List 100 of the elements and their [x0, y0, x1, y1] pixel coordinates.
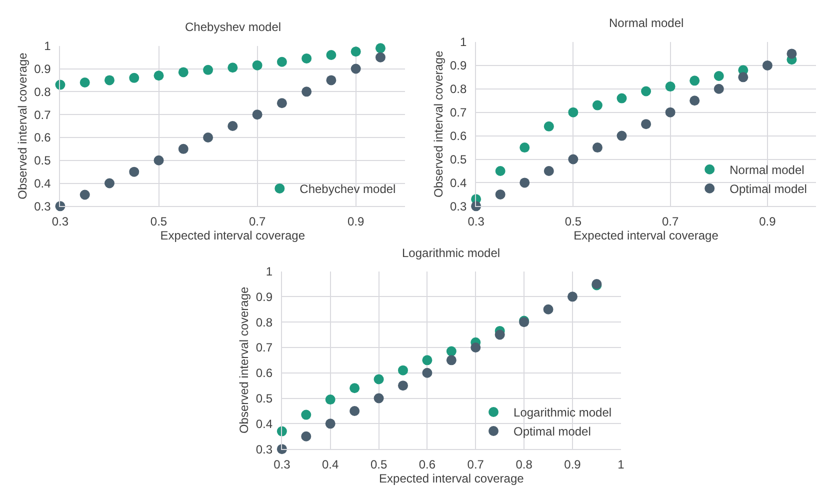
y-axis-title: Observed interval coverage: [237, 286, 252, 434]
point: [641, 119, 652, 130]
chart-title: Logarithmic model: [402, 246, 500, 260]
point: [203, 132, 214, 142]
point: [129, 166, 140, 177]
point: [276, 56, 287, 67]
y-tick-label: 1: [44, 39, 52, 54]
legend-label: Optimal model: [730, 182, 807, 196]
point: [568, 107, 578, 118]
x-axis-title: Expected interval coverage: [160, 228, 306, 243]
y-tick-label: 0.3: [34, 199, 52, 214]
point: [520, 178, 530, 188]
x-tick-label: 0.7: [662, 214, 679, 229]
x-tick-label: 0.9: [564, 457, 582, 472]
x-tick-label: 0.5: [564, 214, 582, 229]
point: [350, 64, 361, 74]
y-tick-label: 0.9: [34, 62, 52, 76]
y-tick-label: 0.5: [256, 391, 273, 406]
x-tick-label: 0.7: [467, 457, 484, 472]
y-tick-label: 0.9: [450, 58, 467, 73]
x-tick-label: 1: [618, 457, 625, 472]
point: [154, 70, 164, 81]
point: [80, 78, 90, 88]
point: [665, 82, 676, 92]
point: [762, 60, 772, 70]
point: [567, 292, 578, 302]
y-tick-label: 0.7: [34, 108, 52, 122]
point: [690, 76, 700, 86]
point: [203, 64, 214, 75]
point: [398, 380, 408, 391]
point: [129, 72, 140, 83]
point: [544, 121, 554, 132]
x-axis-title: Expected interval coverage: [379, 471, 524, 486]
point: [544, 166, 554, 176]
point: [665, 107, 676, 118]
y-tick-label: 0.6: [256, 366, 273, 380]
point: [154, 155, 164, 166]
point: [446, 346, 456, 356]
y-tick-label: 0.7: [256, 340, 273, 355]
y-axis-title: Observed interval coverage: [431, 50, 446, 198]
point: [520, 142, 530, 153]
point: [301, 410, 312, 420]
point: [543, 304, 554, 314]
point: [252, 110, 262, 120]
point: [326, 75, 336, 86]
point: [495, 189, 506, 200]
y-tick-label: 0.3: [256, 442, 273, 456]
x-axis-title: Expected interval coverage: [574, 228, 719, 243]
point: [350, 406, 360, 416]
y-tick-label: 0.3: [450, 199, 467, 214]
point: [325, 394, 336, 405]
y-tick-label: 0.4: [34, 176, 52, 190]
y-tick-label: 0.7: [450, 106, 467, 120]
y-tick-label: 1: [266, 264, 273, 278]
y-axis-title: Observed interval coverage: [15, 52, 30, 200]
point: [398, 365, 408, 376]
point: [326, 50, 336, 60]
point: [738, 72, 748, 82]
y-tick-label: 0.6: [450, 129, 467, 144]
point: [495, 166, 506, 176]
point: [104, 75, 114, 86]
point: [616, 130, 627, 141]
legend-label: Normal model: [730, 163, 804, 178]
point: [375, 43, 386, 54]
point: [301, 431, 312, 442]
point: [80, 190, 90, 200]
point: [276, 98, 287, 108]
point: [302, 53, 312, 64]
point: [786, 48, 797, 59]
y-tick-label: 0.4: [450, 176, 467, 190]
legend-label: Logarithmic model: [514, 406, 612, 420]
point: [375, 52, 386, 62]
x-tick-label: 0.4: [322, 457, 340, 472]
point: [616, 93, 627, 104]
point: [350, 383, 360, 394]
legend-label: Chebychev model: [300, 182, 396, 196]
y-tick-label: 0.8: [256, 315, 273, 330]
point: [568, 154, 578, 164]
x-tick-label: 0.6: [418, 457, 436, 472]
point: [494, 330, 505, 340]
point: [446, 355, 456, 366]
point: [422, 355, 432, 366]
point: [714, 70, 724, 81]
y-tick-label: 0.5: [450, 152, 467, 166]
point: [714, 84, 724, 94]
y-tick-label: 0.4: [256, 416, 273, 431]
x-tick-label: 0.5: [150, 214, 168, 229]
point: [302, 86, 312, 97]
x-tick-label: 0.8: [516, 457, 533, 472]
point: [592, 142, 602, 153]
x-tick-label: 0.3: [274, 457, 291, 472]
point: [228, 121, 238, 132]
x-tick-label: 0.5: [370, 457, 388, 472]
x-tick-label: 0.9: [348, 214, 365, 229]
point: [350, 46, 361, 57]
point: [178, 67, 188, 78]
chart-title: Normal model: [609, 16, 684, 30]
chart-title: Chebyshev model: [185, 20, 282, 34]
point: [374, 393, 384, 404]
y-tick-label: 0.5: [34, 154, 52, 168]
